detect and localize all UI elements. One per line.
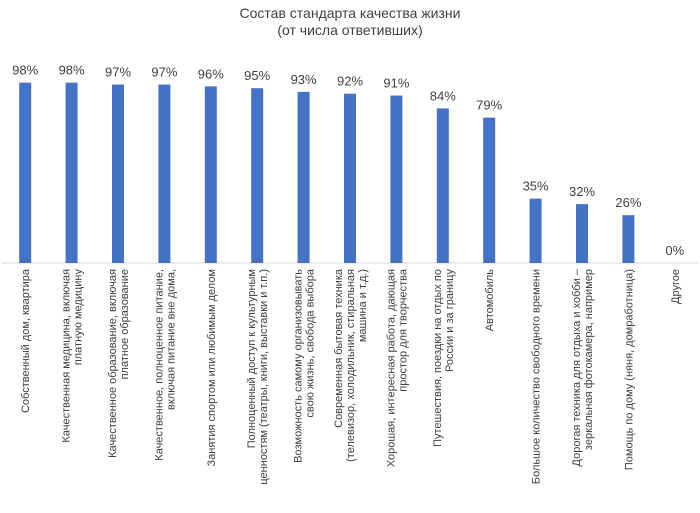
bar-13 (576, 204, 588, 263)
category-label-13: Дорогая техника для отдыха и хобби –зерк… (571, 268, 595, 466)
bar-5 (204, 86, 217, 263)
value-label-11: 79% (476, 98, 502, 113)
category-label-11: Автомобиль (484, 269, 496, 332)
bar-2 (65, 82, 78, 264)
category-label-9: Хорошая, интересная работа, дающаяпросто… (385, 268, 409, 467)
category-label-7: Возможность самому организовыватьсвою жи… (293, 268, 317, 463)
value-label-3: 97% (105, 65, 131, 80)
category-label-14: Помощь по дому (няня, домработница) (623, 269, 635, 470)
value-label-10: 84% (430, 88, 456, 103)
category-label-3: Качественное образование, включаяплатное… (107, 269, 131, 458)
category-label-1: Собственный дом, квартира (20, 268, 32, 413)
category-label-8: Современная бытовая техника(телевизор, х… (333, 268, 369, 462)
category-label-4: Качественное, полноценное питание,включа… (153, 269, 177, 461)
category-label-12: Большое количество свободного времени (531, 269, 543, 484)
category-label-5: Занятия спортом или любимым делом (206, 269, 218, 466)
value-label-1: 98% (12, 63, 38, 78)
value-label-4: 97% (151, 65, 177, 80)
value-label-5: 96% (198, 66, 224, 81)
chart-subtitle: (от числа ответивших) (277, 22, 423, 38)
chart-title: Состав стандарта качества жизни (239, 5, 461, 21)
value-label-15: 0% (665, 243, 684, 258)
category-label-10: Путешествия, поездки на отдых поРоссии и… (432, 269, 456, 447)
bar-4 (158, 84, 171, 264)
bar-9 (390, 95, 403, 263)
value-label-9: 91% (383, 76, 409, 91)
bar-3 (112, 84, 124, 264)
bar-10 (436, 108, 449, 263)
value-label-6: 95% (244, 68, 270, 83)
category-label-2: Качественная медицина, включаяплатную ме… (61, 269, 85, 443)
bar-12 (529, 198, 542, 263)
value-label-7: 93% (291, 72, 317, 87)
category-label-15: Другое (670, 269, 682, 304)
bar-1 (19, 82, 32, 264)
value-label-12: 35% (523, 179, 549, 194)
value-label-2: 98% (59, 63, 85, 78)
bar-14 (622, 215, 635, 263)
value-label-8: 92% (337, 74, 363, 89)
value-label-13: 32% (569, 184, 595, 199)
bar-7 (297, 91, 310, 263)
category-label-6: Полноценный доступ к культурнымценностям… (246, 269, 270, 485)
value-label-14: 26% (615, 195, 641, 210)
bar-8 (344, 93, 356, 263)
bar-6 (251, 88, 264, 263)
bar-11 (483, 117, 496, 263)
